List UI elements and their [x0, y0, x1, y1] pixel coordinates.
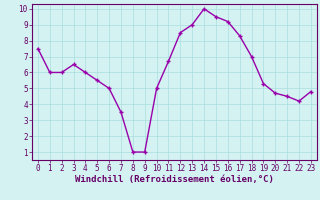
X-axis label: Windchill (Refroidissement éolien,°C): Windchill (Refroidissement éolien,°C) — [75, 175, 274, 184]
